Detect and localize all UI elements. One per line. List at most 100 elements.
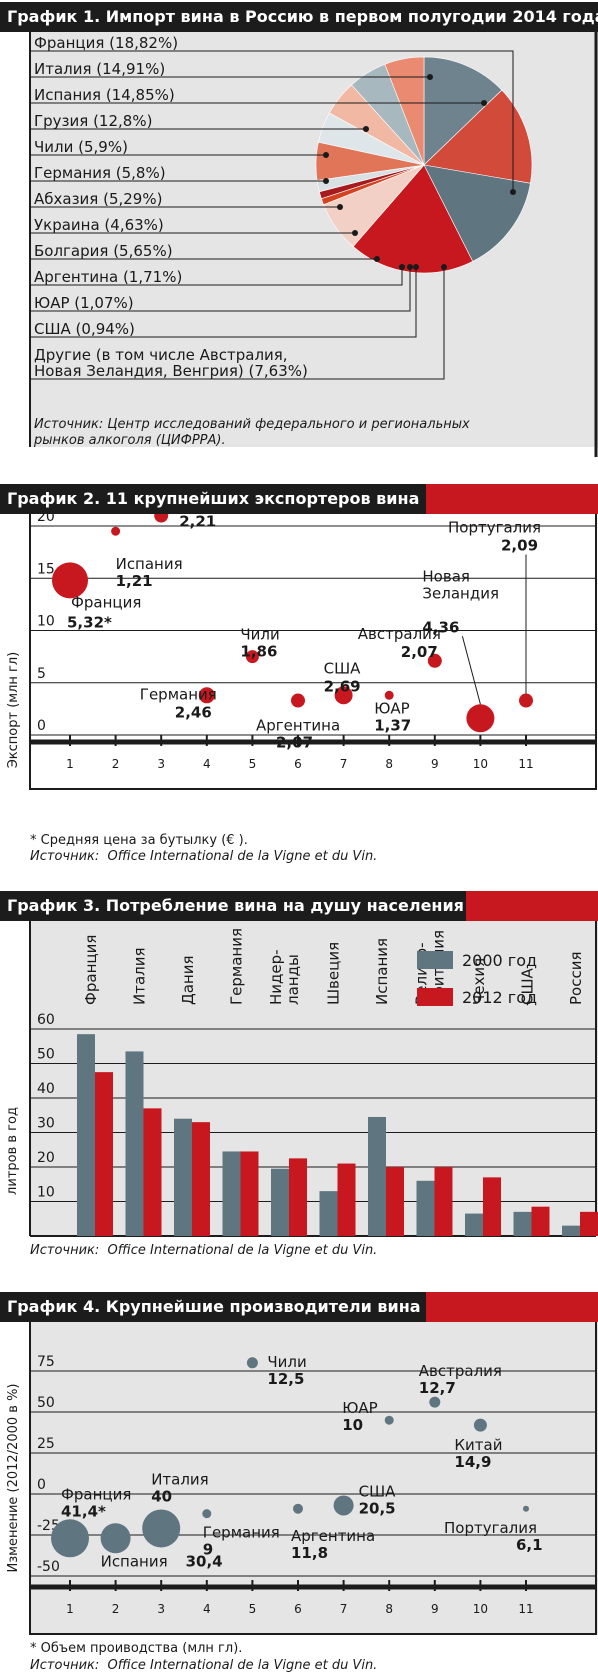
leader-dot	[441, 264, 447, 270]
bubble	[384, 1415, 394, 1425]
category-label: Швеция	[325, 942, 343, 1005]
leader-dot	[323, 178, 329, 184]
x-tick-label: 5	[249, 757, 257, 771]
category-label: Франция	[82, 935, 100, 1005]
chart4-x-ticks: 1 2 3 4 5 6 7 8 9 10 11	[30, 1580, 596, 1616]
bubble	[333, 1495, 354, 1516]
bubble	[473, 1418, 487, 1432]
chart1-pie	[315, 56, 533, 274]
leader-dot	[407, 264, 413, 270]
y-tick-label: 20	[37, 1150, 55, 1166]
chart2-note: * Средняя цена за бутылку (€ ).	[30, 833, 248, 848]
chart1-title: График 1. Импорт вина в Россию в первом …	[0, 2, 598, 32]
pie-label: Италия (14,91%)	[34, 60, 165, 78]
pie-slice	[423, 56, 503, 166]
chart4-title-accent	[426, 1292, 598, 1322]
chart3-source: Источник: Office International de la Vig…	[30, 1243, 377, 1258]
y-tick-label: 10	[37, 614, 55, 630]
pie-label: Украина (4,63%)	[34, 216, 164, 234]
chart3-title-accent	[466, 891, 598, 921]
bar-2012	[531, 1206, 550, 1236]
leader-dot	[337, 204, 343, 210]
pie-label: Другие (в том числе Австралия,	[34, 346, 288, 364]
y-tick-label: 50	[37, 1047, 55, 1063]
point-name: Испания	[101, 1552, 168, 1570]
point-value: 1,86	[240, 643, 277, 661]
category-label: Испания	[373, 938, 391, 1005]
chart3-source-label: Источник:	[30, 1243, 100, 1258]
pie-label: Испания (14,85%)	[34, 86, 175, 104]
point-value: 40	[151, 1487, 172, 1505]
chart1-leader-lines	[30, 50, 516, 380]
point-name: Италия	[151, 1470, 209, 1488]
point-name: Португалия	[448, 519, 541, 537]
x-tick-label: 7	[340, 757, 348, 771]
category-line: ланды	[284, 954, 302, 1005]
point-value: 1,21	[116, 572, 153, 590]
point-value: 2,07	[276, 734, 313, 752]
x-tick-label: 2	[112, 757, 120, 771]
leader-line	[30, 267, 445, 380]
category-label: Дания	[179, 956, 197, 1006]
category-text: Россия	[567, 952, 585, 1006]
x-tick-label: 9	[431, 757, 439, 771]
bubble	[51, 1519, 89, 1558]
y-tick-label: 15	[37, 561, 55, 577]
x-tick-label: 3	[157, 1602, 165, 1616]
chart2-y-ticks: 0 5 10 15 20	[37, 514, 55, 734]
point-name: Аргентина	[291, 1527, 375, 1545]
chart2-plot: 0 5 10 15 20 1 2 3 4 5 6 7 8 9 10 11 Франция 5,32* Испан…	[6, 514, 597, 790]
chart2-x-ticks: 1 2 3 4 5 6 7 8 9 10 11	[30, 735, 596, 771]
point-value: 5,32*	[67, 613, 112, 631]
point-value: 11,8	[291, 1544, 328, 1562]
category-label: Чехия	[470, 958, 488, 1005]
leader-line	[30, 50, 514, 192]
bubble	[291, 693, 305, 708]
bubble	[429, 1396, 441, 1408]
point-name: Зеландия	[422, 584, 499, 602]
category-text: Швеция	[325, 942, 343, 1005]
chart2-source: Источник: Office International de la Vig…	[30, 849, 377, 864]
bubble	[202, 1509, 212, 1519]
category-line: Нидер-	[267, 949, 285, 1005]
bubble	[334, 686, 353, 705]
chart4-grid	[30, 1370, 596, 1577]
category-label: США	[519, 967, 537, 1005]
point-name: Франция	[71, 593, 141, 611]
bubble	[519, 693, 533, 708]
y-tick-label: 30	[37, 1116, 55, 1132]
bar-2012	[337, 1163, 356, 1236]
pie-slice	[423, 164, 531, 262]
y-tick-label: 50	[37, 1395, 55, 1411]
pie-label: ЮАР (1,07%)	[34, 294, 134, 312]
pie-label: Новая Зеландия, Венгрия) (7,63%)	[34, 362, 308, 380]
point-name: Франция	[61, 1485, 131, 1503]
x-tick-label: 2	[112, 1602, 120, 1616]
chart3-y-ticks: 10 20 30 40 50 60	[37, 1012, 55, 1201]
bar-2012	[143, 1108, 162, 1236]
chart2-source-text: Office International de la Vigne et du V…	[107, 849, 378, 864]
x-tick-label: 8	[385, 1602, 393, 1616]
point-value: 6,1	[516, 1536, 543, 1554]
y-tick-label: 0	[37, 718, 46, 734]
y-tick-label: -50	[37, 1559, 60, 1575]
bar-2012	[580, 1211, 598, 1236]
x-tick-label: 7	[340, 1602, 348, 1616]
pie-label: США (0,94%)	[34, 320, 135, 338]
category-text: США	[519, 967, 537, 1005]
chart3-grid	[30, 1028, 596, 1202]
point-value: 12,7	[419, 1379, 456, 1397]
leader-line	[461, 636, 481, 705]
point-name: Испания	[116, 555, 183, 573]
chart2-title-accent	[426, 484, 598, 514]
x-tick-label: 5	[249, 1602, 257, 1616]
chart3-source-text: Office International de la Vigne et du V…	[107, 1243, 378, 1258]
chart3-legend: 2000 год 2012 год	[417, 951, 537, 1007]
chart4-source: Источник: Office International de la Vig…	[30, 1658, 377, 1673]
chart3-plot: Франция Италия Дания Германия Нидер-ланды Шве…	[5, 921, 598, 1237]
bubble	[52, 562, 88, 599]
point-name: Чили	[267, 1353, 306, 1371]
chart3-y-axis-label: литров в год	[5, 1107, 20, 1195]
